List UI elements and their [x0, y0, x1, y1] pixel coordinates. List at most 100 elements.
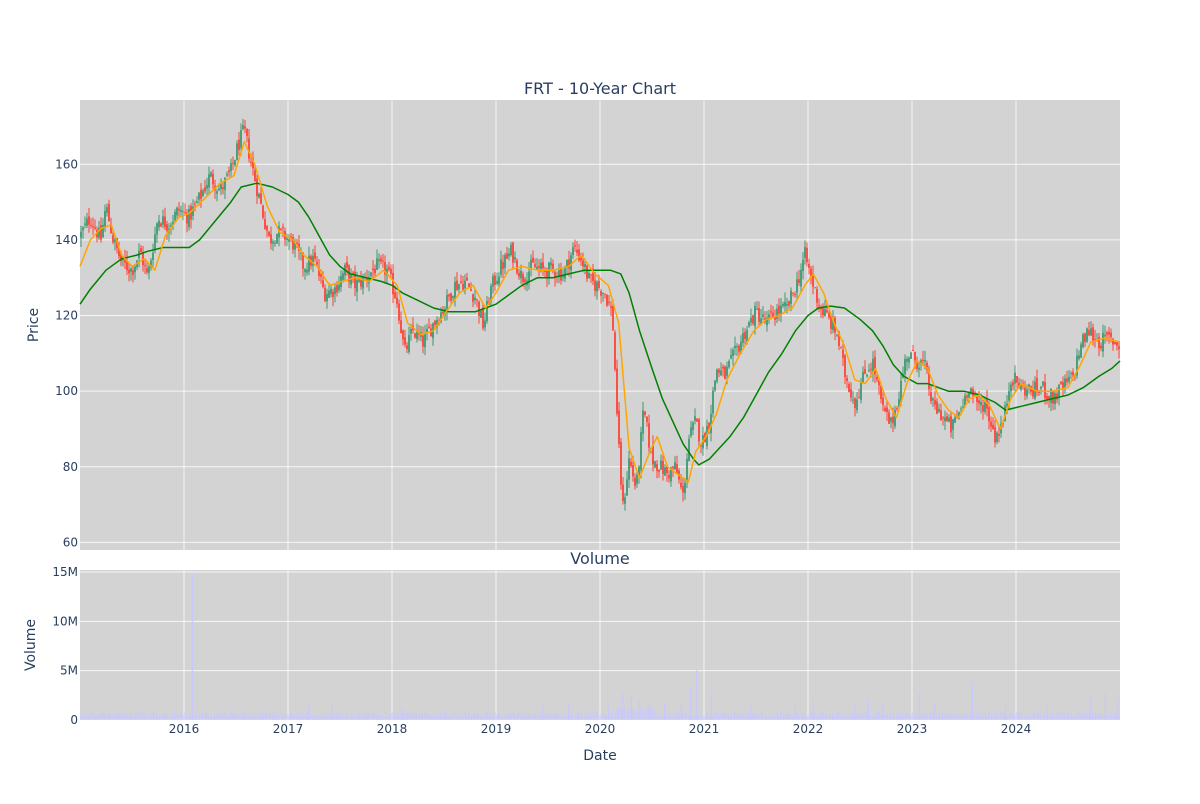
candle-body — [766, 317, 768, 326]
volume-bar — [895, 713, 897, 720]
candle-body — [920, 360, 922, 365]
candle-body — [382, 260, 384, 262]
candle — [758, 301, 760, 326]
volume-bar — [445, 711, 447, 720]
candle-body — [700, 444, 702, 447]
volume-bar — [884, 714, 886, 720]
candle — [358, 276, 360, 284]
volume-bar — [405, 713, 407, 720]
candle-body — [720, 370, 722, 376]
volume-bar — [427, 714, 429, 720]
volume-bar — [456, 716, 458, 720]
candle-body — [1102, 332, 1104, 352]
volume-bar — [650, 707, 652, 720]
volume-bar — [827, 716, 829, 720]
candle-body — [540, 262, 542, 269]
candle — [634, 473, 636, 490]
candle — [618, 401, 620, 449]
volume-tick-label: 10M — [52, 614, 78, 628]
volume-bar — [99, 713, 101, 720]
candle-body — [452, 295, 454, 298]
candle-body — [282, 226, 284, 228]
candle — [1116, 341, 1118, 351]
candle-body — [1112, 338, 1114, 345]
volume-bar — [228, 714, 230, 720]
volume-bar — [1025, 714, 1027, 720]
candle-body — [158, 220, 160, 228]
volume-bar — [231, 712, 233, 720]
volume-bar — [161, 715, 163, 720]
candle-body — [814, 287, 816, 289]
volume-bar — [756, 713, 758, 720]
candle — [188, 205, 190, 231]
candle — [534, 258, 536, 269]
volume-bar — [118, 713, 120, 720]
candle-body — [842, 349, 844, 358]
volume-bar — [580, 712, 582, 720]
volume-bar — [714, 713, 716, 720]
candle-body — [754, 306, 756, 327]
candle-body — [558, 270, 560, 277]
volume-bar — [870, 714, 872, 720]
candle-body — [454, 282, 456, 300]
volume-bar — [985, 715, 987, 720]
volume-bar — [745, 712, 747, 720]
candle-body — [524, 279, 526, 282]
volume-bar — [793, 714, 795, 720]
volume-bar — [158, 715, 160, 720]
volume-bar — [493, 712, 495, 720]
candle-body — [988, 407, 990, 422]
candle — [622, 477, 624, 505]
volume-bar — [677, 712, 679, 720]
volume-bar — [777, 713, 779, 720]
candle-body — [186, 212, 188, 224]
volume-bar — [655, 713, 657, 720]
candle — [180, 205, 182, 216]
volume-bar — [1087, 714, 1089, 720]
volume-bar — [487, 712, 489, 720]
date-axis-label: Date — [583, 748, 616, 764]
candle-body — [304, 269, 306, 272]
candle-body — [1032, 389, 1034, 397]
candle — [756, 301, 758, 311]
candle-body — [576, 249, 578, 253]
candle-body — [374, 268, 376, 274]
candle — [510, 242, 512, 257]
volume-bar — [692, 716, 694, 720]
candle — [402, 329, 404, 346]
volume-bar — [132, 715, 134, 720]
candle-body — [342, 273, 344, 280]
volume-bar — [604, 715, 606, 720]
volume-bar — [659, 713, 661, 720]
candle — [798, 269, 800, 287]
candle — [1042, 381, 1044, 388]
candle-body — [810, 268, 812, 277]
candle-body — [110, 224, 112, 234]
candle-body — [484, 320, 486, 328]
volume-bar — [421, 713, 423, 720]
volume-bar — [956, 715, 958, 720]
candle — [668, 470, 670, 483]
volume-bar — [89, 715, 91, 720]
volume-bar — [809, 712, 811, 720]
volume-bar — [179, 712, 181, 720]
candle — [946, 412, 948, 422]
volume-bar — [1050, 714, 1052, 720]
candle — [640, 426, 642, 479]
volume-spike-bar — [689, 688, 692, 720]
volume-spike-bar — [1090, 695, 1092, 720]
candle-body — [502, 262, 504, 269]
candle — [688, 434, 690, 462]
candle — [244, 120, 246, 134]
candle-body — [290, 236, 292, 238]
volume-bar — [249, 716, 251, 720]
candle — [934, 391, 936, 410]
candle-body — [692, 422, 694, 430]
candle-body — [180, 209, 182, 212]
candle-body — [388, 266, 390, 270]
candle-body — [1038, 391, 1040, 393]
volume-bar — [190, 713, 192, 720]
candle — [1046, 392, 1048, 405]
volume-bar — [511, 713, 513, 720]
candle-body — [508, 253, 510, 257]
